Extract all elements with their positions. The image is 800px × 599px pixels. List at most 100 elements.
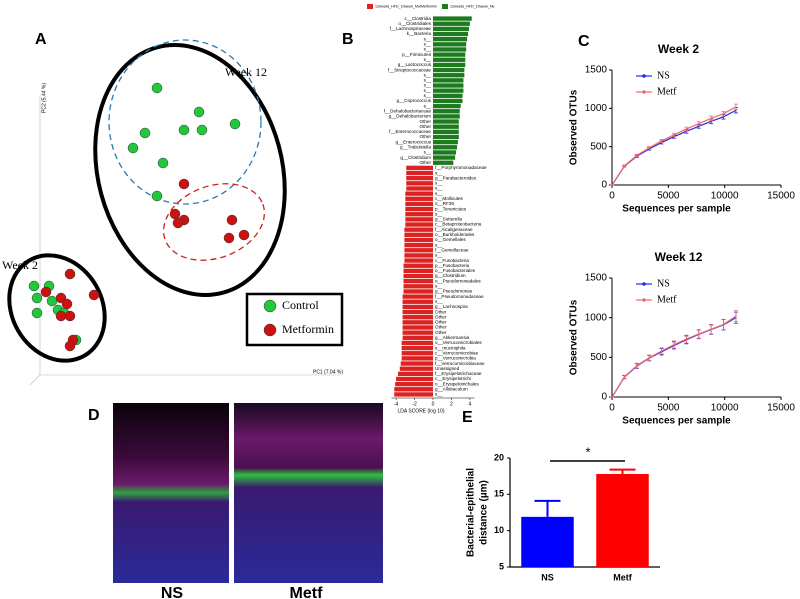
scatter-point <box>88 289 100 301</box>
bar <box>433 26 469 32</box>
scatter-point <box>223 232 235 244</box>
legend-label: 12weeks_HFD_10week_Ne <box>450 4 495 8</box>
scatter-point <box>151 190 163 202</box>
panel-letter: C <box>578 33 590 50</box>
legend-label: NS <box>657 70 670 81</box>
category-label: g__Pseudomonas <box>435 289 473 294</box>
cluster-outline <box>162 183 266 261</box>
error-bar <box>609 468 636 474</box>
bar <box>406 181 433 186</box>
y-tick-label: 1000 <box>585 103 608 114</box>
bar <box>433 134 459 140</box>
error-bar <box>622 374 627 379</box>
category-label: s__ <box>424 72 432 77</box>
cluster-outline <box>108 39 262 205</box>
bar <box>402 304 433 310</box>
y-tick-label: 1000 <box>585 312 608 323</box>
y-axis-label: Observed OTUs <box>569 299 580 375</box>
bar <box>406 165 433 171</box>
category-label: f__Alcaligenaceae <box>435 227 473 232</box>
scatter-point <box>40 286 52 298</box>
bar <box>433 103 461 109</box>
category-label: f__Gemellaceae <box>435 247 469 252</box>
category-label: f__Verrucomicrobiaceae <box>435 361 485 366</box>
bar <box>397 371 433 377</box>
bar <box>404 253 433 258</box>
bar <box>433 42 467 47</box>
category-label: c__Verrucomicrobiae <box>435 350 479 355</box>
x-tick-label: 0 <box>609 403 615 414</box>
y-axis-label: distance (µm) <box>479 480 490 545</box>
legend-label: Metf <box>657 294 677 305</box>
x-tick-label: 0 <box>609 191 615 202</box>
category-label: g__Lactococcus <box>398 62 432 67</box>
bar <box>433 67 465 73</box>
category-label: g__Clostridium <box>435 273 466 278</box>
category-label: p__Firmicutes <box>402 52 432 57</box>
scatter-point <box>61 298 73 310</box>
category-label: g__Clostridium <box>400 155 431 160</box>
category-label: o__Verrucomicrobiales <box>435 340 482 345</box>
error-bar <box>647 146 652 150</box>
y-axis-label: PC2 (5.44 %) <box>41 83 47 113</box>
category-label: s__ <box>435 242 443 247</box>
scatter-point <box>226 214 238 226</box>
bar <box>402 330 433 335</box>
category-label: g__Enterococcus <box>396 139 432 144</box>
scatter-point <box>31 307 43 319</box>
scatter-point <box>28 280 40 292</box>
scatter-point <box>178 178 190 190</box>
bar <box>404 242 433 248</box>
legend-box <box>245 292 344 347</box>
category-label: Other <box>420 119 432 124</box>
cluster-outline <box>93 43 287 297</box>
legend-swatch <box>367 4 373 9</box>
bar <box>402 299 433 304</box>
category-label: c__Erysipelotrichi <box>435 376 471 381</box>
category-label: s__ <box>435 392 443 397</box>
bar <box>401 351 433 356</box>
scatter-point <box>178 124 190 136</box>
error-bar <box>684 334 689 344</box>
legend-marker <box>263 299 277 313</box>
legend-label: Metf <box>657 86 677 97</box>
y-tick-label: 500 <box>590 352 607 363</box>
category-label: s__muciniphila <box>435 345 466 350</box>
bar <box>596 473 649 567</box>
scatter-point <box>172 217 184 229</box>
y-tick-label: 0 <box>601 392 607 403</box>
bar <box>433 36 468 42</box>
y-axis-label: Bacterial-epithelial <box>466 468 477 557</box>
error-bar <box>534 499 561 517</box>
bar <box>433 139 458 145</box>
y-tick-label: 20 <box>494 452 504 462</box>
category-label: Other <box>420 134 432 139</box>
bar <box>405 196 433 201</box>
legend-swatch <box>442 4 448 9</box>
category-label: c__Betaproteobacteria <box>435 222 482 227</box>
category-label: g__Lachnospira <box>435 304 468 309</box>
y-tick-label: 500 <box>590 141 607 152</box>
axis-line <box>29 374 41 386</box>
y-axis-label: Observed OTUs <box>569 89 580 165</box>
bar <box>433 93 463 98</box>
significance-mark: * <box>585 444 590 459</box>
error-bar <box>684 126 689 132</box>
series-line <box>611 315 737 398</box>
bar <box>403 263 433 268</box>
scatter-point <box>64 310 76 322</box>
cluster-outline <box>7 253 107 363</box>
panel-letter: A <box>35 31 47 48</box>
category-label: g__Sutterella <box>435 217 463 222</box>
category-label: c__Fusobacteria <box>435 258 469 263</box>
bar <box>396 376 433 382</box>
bar <box>402 325 433 330</box>
bar <box>395 381 433 387</box>
scatter-point <box>31 292 43 304</box>
micrograph <box>234 403 383 583</box>
legend-marker <box>642 90 646 94</box>
legend-marker <box>263 323 277 337</box>
y-tick-label: 15 <box>494 489 504 499</box>
